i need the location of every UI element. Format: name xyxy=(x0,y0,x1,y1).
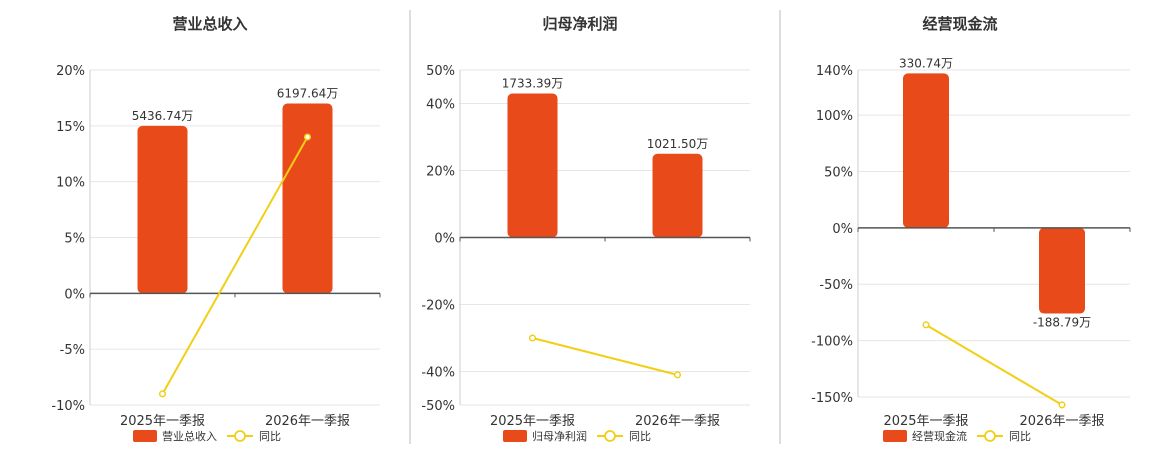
bar-value-label: 5436.74万 xyxy=(132,109,194,123)
bar-1 xyxy=(903,73,949,228)
y-tick-label: 0% xyxy=(64,287,85,302)
y-tick-label: 50% xyxy=(824,165,853,180)
y-tick-label: -10% xyxy=(51,399,85,414)
chart-panel-2: 归母净利润 50% 40% 20% 0% -20% -40% -50% 1733.39万 1021… xyxy=(421,15,751,443)
yoy-point-2 xyxy=(303,133,312,141)
x-category-label: 2026年一季报 xyxy=(1019,414,1104,429)
chart-panel-1: 营业总收入 20% 15% 10% 5% 0% -5% -10% 5436.74万 6197.64… xyxy=(51,15,381,443)
y-tick-label: 100% xyxy=(816,109,853,124)
yoy-point-2 xyxy=(673,371,682,379)
yoy-point-1 xyxy=(922,321,930,329)
y-tick-label: 20% xyxy=(426,165,455,180)
legend-label-bar: 归母净利润 xyxy=(532,429,587,443)
yoy-line xyxy=(161,136,309,395)
y-tick-label: 0% xyxy=(832,222,853,237)
legend-label-bar: 经营现金流 xyxy=(912,429,967,443)
bar-value-label: 1733.39万 xyxy=(502,76,564,90)
y-tick-label: 20% xyxy=(56,64,85,79)
y-tick-label: -5% xyxy=(60,343,85,358)
legend-swatch-marker xyxy=(984,430,996,442)
legend-label-line: 同比 xyxy=(629,430,651,443)
legend-swatch-marker xyxy=(234,430,246,442)
legend-swatch-marker xyxy=(604,430,616,442)
y-tick-label: -20% xyxy=(421,299,455,314)
y-tick-label: 40% xyxy=(426,98,455,113)
y-tick-label: -50% xyxy=(819,278,853,293)
bar-1 xyxy=(507,93,558,238)
bar-2 xyxy=(652,153,703,238)
yoy-point-2 xyxy=(1058,401,1066,409)
bar-1 xyxy=(137,125,188,294)
legend-label-line: 同比 xyxy=(259,430,281,443)
legend-swatch-bar xyxy=(133,430,157,442)
bar-value-label: 6197.64万 xyxy=(277,87,339,101)
x-category-label: 2026年一季报 xyxy=(635,414,720,429)
chart-title: 经营现金流 xyxy=(922,15,997,33)
y-tick-label: 15% xyxy=(56,120,85,135)
yoy-line xyxy=(925,323,1063,406)
y-tick-label: 140% xyxy=(816,64,853,79)
y-tick-label: -50% xyxy=(421,399,455,414)
y-tick-label: 10% xyxy=(56,176,85,191)
x-category-label: 2025年一季报 xyxy=(120,414,205,429)
chart-title: 归母净利润 xyxy=(542,15,617,33)
y-tick-label: -100% xyxy=(811,335,853,350)
legend-swatch-bar xyxy=(883,430,907,442)
x-category-label: 2025年一季报 xyxy=(490,414,575,429)
legend-swatch-bar xyxy=(503,430,527,442)
chart-title: 营业总收入 xyxy=(172,15,247,33)
bar-value-label: 330.74万 xyxy=(899,56,953,70)
y-tick-label: 50% xyxy=(426,64,455,79)
y-tick-label: -40% xyxy=(421,366,455,381)
yoy-point-1 xyxy=(528,334,537,342)
y-tick-label: 5% xyxy=(64,232,85,247)
bar-value-label: -188.79万 xyxy=(1033,316,1091,330)
yoy-line xyxy=(532,337,678,376)
y-tick-label: 0% xyxy=(434,232,455,247)
x-category-label: 2026年一季报 xyxy=(265,414,350,429)
bar-2 xyxy=(1039,227,1085,314)
y-tick-label: -150% xyxy=(811,391,853,406)
bar-value-label: 1021.50万 xyxy=(647,137,709,151)
x-category-label: 2025年一季报 xyxy=(883,414,968,429)
yoy-point-1 xyxy=(158,390,167,398)
chart-panel-3: 经营现金流 140% 100% 50% 0% -50% -100% -150% 330.74万 -… xyxy=(811,15,1131,443)
legend-label-line: 同比 xyxy=(1009,430,1031,443)
legend-label-bar: 营业总收入 xyxy=(162,429,217,443)
bar-2 xyxy=(282,103,333,294)
